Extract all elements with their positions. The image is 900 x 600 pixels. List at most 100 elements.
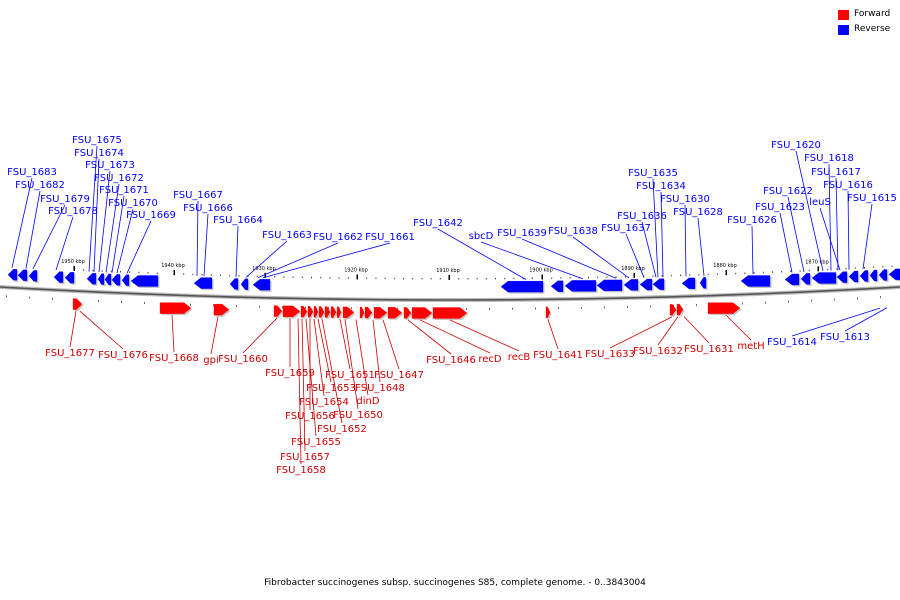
forward-gene-arrow	[336, 306, 342, 318]
reverse-gene-arrow	[848, 270, 859, 283]
ruler-tick-minor	[329, 277, 331, 279]
ruler-tick-lower	[144, 301, 145, 304]
reverse-gene-arrow	[111, 274, 121, 286]
ruler-tick-minor	[320, 276, 322, 279]
forward-gene-arrow	[282, 305, 301, 318]
ruler-tick-minor	[283, 276, 285, 278]
reverse-gene-label: FSU_1682	[15, 180, 65, 191]
ruler-tick-lower	[765, 301, 766, 304]
forward-gene-label: FSU_1652	[317, 424, 367, 435]
ruler-tick-minor	[882, 265, 884, 268]
forward-leader-line	[297, 318, 302, 465]
ruler-tick-lower	[535, 307, 536, 310]
forward-leader-line	[171, 315, 175, 353]
reverse-gene-label: FSU_1663	[262, 230, 312, 241]
ruler-tick-minor	[569, 277, 571, 279]
ruler-tick-minor	[707, 273, 709, 276]
legend-forward: Forward	[838, 8, 898, 23]
ruler-tick-minor	[129, 271, 131, 273]
reverse-gene-label: FSU_1618	[804, 153, 854, 164]
forward-gene-arrow	[307, 306, 314, 318]
ruler-tick-lower	[627, 305, 628, 308]
reverse-gene-label: FSU_1667	[173, 190, 223, 201]
reverse-leader-line	[697, 217, 705, 276]
ruler-tick-lower	[742, 302, 743, 305]
ruler-tick-lower	[351, 307, 352, 310]
ruler-tick-minor	[192, 273, 194, 276]
forward-gene-label: FSU_1654	[299, 397, 349, 408]
forward-gene-label: FSU_1656	[285, 411, 335, 422]
reverse-gene-arrow	[740, 275, 771, 287]
ruler-tick-minor	[504, 277, 506, 280]
ruler-tick-label: 1890 kbp	[621, 266, 645, 272]
reverse-leader-line	[862, 203, 873, 270]
forward-leader-line	[609, 316, 673, 349]
ruler-tick-minor	[854, 267, 856, 269]
ruler-tick-minor	[873, 266, 875, 269]
genome-caption: Fibrobacter succinogenes subsp. succinog…	[264, 578, 646, 588]
forward-gene-arrow	[342, 306, 355, 318]
reverse-gene-label: FSU_1615	[847, 193, 897, 204]
ruler-tick-minor	[485, 277, 487, 280]
ruler-tick-lower	[696, 304, 697, 307]
ruler-tick-minor	[120, 271, 121, 273]
forward-gene-label: FSU_1646	[426, 355, 476, 366]
ruler-tick-major	[173, 270, 175, 276]
forward-gene-label: FSU_1651	[325, 370, 375, 381]
reverse-gene-label: FSU_1672	[94, 173, 144, 184]
reverse-leader-line	[572, 236, 630, 279]
reverse-gene-label: FSU_1628	[673, 207, 723, 218]
reverse-gene-label: FSU_1683	[7, 167, 57, 178]
ruler-tick-lower	[6, 295, 7, 298]
reverse-leader-line	[257, 242, 339, 279]
forward-gene-arrow	[403, 307, 412, 319]
ruler-tick-major	[73, 265, 75, 271]
ruler-tick-major	[356, 274, 358, 280]
legend-reverse: Reverse	[838, 23, 898, 38]
forward-gene-arrow	[359, 306, 365, 319]
ruler-tick-minor	[421, 277, 423, 280]
ruler-tick-minor	[220, 274, 221, 277]
reverse-gene-arrow	[121, 274, 130, 286]
ruler-tick-lower	[282, 306, 283, 309]
ruler-tick-minor	[467, 277, 469, 280]
ruler-tick-minor	[83, 269, 85, 271]
ruler-tick-minor	[292, 276, 294, 278]
forward-gene-label: gpi	[203, 355, 218, 366]
reverse-gene-arrow	[28, 270, 38, 282]
ruler-tick-minor	[183, 273, 185, 275]
forward-gene-label: dinD	[356, 396, 379, 407]
ruler-tick-minor	[247, 275, 249, 277]
forward-gene-label: FSU_1647	[374, 370, 424, 381]
ruler-tick-lower	[512, 307, 513, 310]
reverse-leader-line	[196, 200, 199, 276]
ruler-tick-minor	[147, 272, 149, 274]
reverse-leader-line	[55, 216, 74, 271]
ruler-tick-minor	[744, 272, 746, 274]
reverse-leader-line	[25, 190, 41, 269]
reverse-gene-label: FSU_1673	[85, 160, 135, 171]
forward-gene-label: FSU_1631	[684, 344, 734, 355]
reverse-gene-label: FSU_1637	[601, 223, 651, 234]
forward-leader-line	[791, 307, 881, 337]
forward-gene-arrow	[432, 307, 468, 319]
ruler-tick-minor	[338, 277, 340, 279]
reverse-gene-arrow	[564, 280, 597, 292]
forward-gene-arrow	[300, 305, 308, 318]
reverse-gene-label: FSU_1678	[48, 206, 98, 217]
ruler-tick-minor	[375, 277, 377, 280]
forward-gene-arrow	[273, 305, 283, 317]
genome-baseline	[0, 285, 900, 303]
reverse-leader-line	[480, 241, 584, 280]
ruler-tick-minor	[845, 267, 847, 270]
reverse-leader-line	[105, 183, 120, 273]
forward-gene-arrow	[707, 302, 741, 314]
reverse-gene-arrow	[859, 270, 869, 282]
ruler-tick-label: 1940 kbp	[161, 263, 185, 269]
ruler-tick-minor	[229, 274, 231, 277]
reverse-gene-arrow	[130, 275, 159, 287]
reverse-gene-arrow	[800, 273, 811, 285]
reverse-gene-label: FSU_1642	[413, 218, 463, 229]
ruler-tick-minor	[101, 270, 103, 272]
